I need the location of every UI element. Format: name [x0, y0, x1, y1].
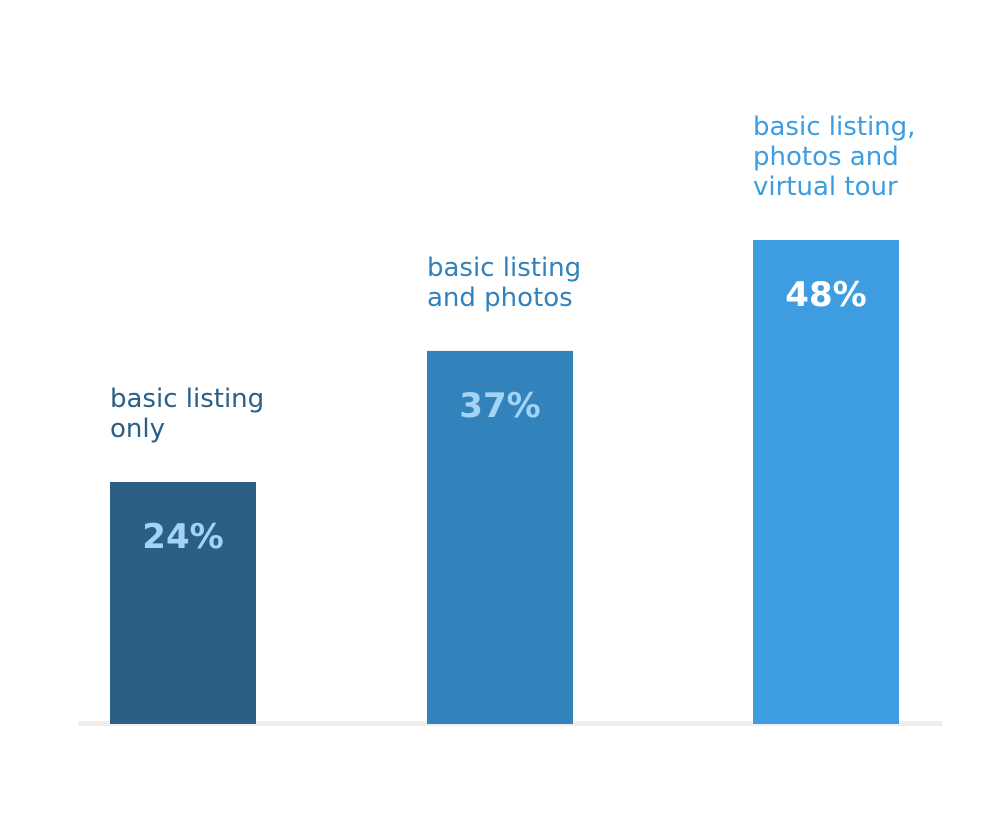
category-label-1: basic listing only [110, 384, 264, 444]
value-label-1: 24% [142, 517, 223, 557]
bar-1 [110, 482, 256, 724]
category-label-line: virtual tour [753, 172, 898, 202]
bar-3 [753, 240, 899, 724]
category-label-line: basic listing [110, 384, 264, 414]
category-label-line: photos and [753, 142, 899, 172]
category-label-line: and photos [427, 283, 573, 313]
category-label-3: basic listing, photos and virtual tour [753, 112, 915, 202]
bar-2 [427, 350, 573, 724]
category-label-line: basic listing, [753, 112, 915, 142]
category-label-line: basic listing [427, 253, 581, 283]
bars-layer [110, 240, 899, 724]
category-label-line: only [110, 414, 165, 444]
category-label-2: basic listing and photos [427, 253, 581, 313]
value-label-2: 37% [459, 386, 540, 426]
value-label-3: 48% [785, 275, 866, 315]
